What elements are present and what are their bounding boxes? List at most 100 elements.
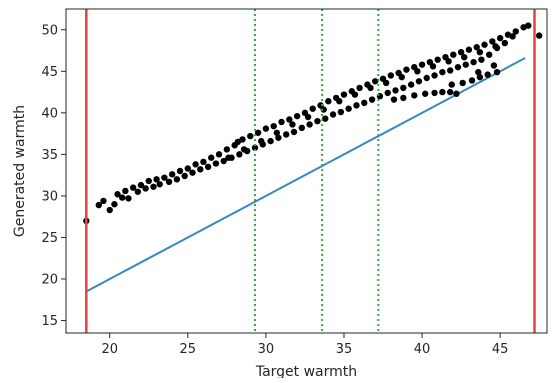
- data-point: [304, 113, 312, 121]
- data-point: [168, 171, 176, 178]
- data-point: [267, 137, 274, 145]
- y-tick-label: 50: [41, 23, 58, 38]
- x-tick-label: 20: [101, 342, 118, 357]
- data-point: [161, 174, 168, 181]
- data-point: [407, 81, 415, 88]
- data-point: [535, 32, 543, 39]
- y-tick-label: 20: [41, 273, 58, 288]
- data-point: [465, 46, 473, 53]
- data-point: [353, 102, 360, 109]
- data-point: [223, 146, 231, 153]
- data-point: [414, 68, 421, 75]
- data-point: [119, 194, 126, 201]
- data-point: [320, 106, 327, 113]
- data-point: [278, 118, 285, 126]
- data-point: [446, 67, 454, 74]
- data-point: [184, 165, 192, 172]
- data-point: [293, 112, 301, 120]
- x-tick-label: 30: [258, 342, 275, 357]
- data-point: [273, 129, 281, 136]
- data-point: [411, 92, 418, 99]
- data-point: [400, 94, 407, 102]
- data-point: [106, 206, 113, 214]
- data-point: [484, 71, 491, 78]
- data-point: [470, 58, 477, 66]
- data-point: [254, 129, 262, 136]
- data-point: [431, 89, 438, 97]
- y-tick-label: 25: [41, 231, 58, 246]
- data-point: [286, 116, 293, 123]
- data-point: [475, 68, 482, 76]
- data-point: [290, 128, 298, 136]
- data-point: [448, 81, 455, 88]
- data-point: [289, 121, 296, 128]
- data-point: [309, 105, 316, 112]
- data-point: [453, 90, 460, 97]
- data-point: [329, 111, 337, 118]
- data-point: [418, 61, 426, 68]
- data-point: [189, 169, 196, 176]
- data-point: [450, 51, 457, 58]
- data-point: [137, 181, 145, 189]
- data-point: [390, 96, 398, 103]
- data-point: [445, 58, 452, 65]
- data-point: [340, 91, 348, 98]
- data-point: [512, 28, 519, 35]
- data-point: [489, 38, 496, 45]
- data-point: [439, 68, 446, 76]
- data-point: [403, 66, 410, 73]
- plot-frame: [65, 8, 548, 334]
- reference-line: [85, 57, 526, 293]
- data-point: [208, 154, 215, 161]
- data-point: [176, 167, 184, 175]
- data-point: [434, 56, 441, 63]
- data-point: [215, 151, 223, 158]
- data-point: [181, 172, 188, 180]
- data-point: [345, 105, 352, 112]
- data-point: [429, 63, 437, 70]
- data-point: [142, 185, 149, 192]
- data-point: [509, 33, 516, 40]
- data-point: [125, 195, 132, 202]
- data-point: [421, 90, 429, 97]
- data-point: [476, 73, 484, 81]
- data-point: [204, 163, 212, 171]
- points-layer: [83, 22, 543, 225]
- data-point: [212, 160, 220, 167]
- data-point: [459, 79, 466, 87]
- x-axis-label: Target warmth: [255, 364, 357, 378]
- data-point: [270, 122, 277, 130]
- data-point: [473, 44, 480, 51]
- data-point: [336, 98, 343, 105]
- data-point: [387, 72, 395, 79]
- data-point: [298, 124, 306, 131]
- y-tick-label: 45: [41, 65, 58, 80]
- data-point: [478, 56, 485, 63]
- x-tick-label: 45: [492, 342, 509, 357]
- data-point: [150, 183, 157, 190]
- data-point: [490, 62, 498, 69]
- data-point: [275, 134, 282, 141]
- data-point: [225, 154, 232, 161]
- data-point: [134, 188, 142, 195]
- data-point: [361, 99, 368, 107]
- data-point: [492, 43, 499, 50]
- x-tick-label: 35: [336, 342, 353, 357]
- data-point: [481, 41, 488, 48]
- data-point: [236, 151, 243, 158]
- y-axis-ticks: 15 20 25 30 35 40 45 50: [41, 23, 66, 329]
- data-point: [486, 51, 493, 58]
- x-tick-label: 40: [414, 342, 431, 357]
- data-point: [457, 49, 465, 56]
- data-point: [367, 84, 374, 92]
- data-point: [368, 96, 376, 103]
- data-point: [501, 39, 509, 47]
- data-point: [145, 177, 152, 185]
- data-point: [400, 84, 407, 92]
- data-point: [200, 158, 207, 166]
- data-point: [262, 125, 270, 132]
- data-point: [415, 78, 423, 85]
- data-point: [95, 201, 102, 209]
- y-tick-label: 35: [41, 148, 58, 163]
